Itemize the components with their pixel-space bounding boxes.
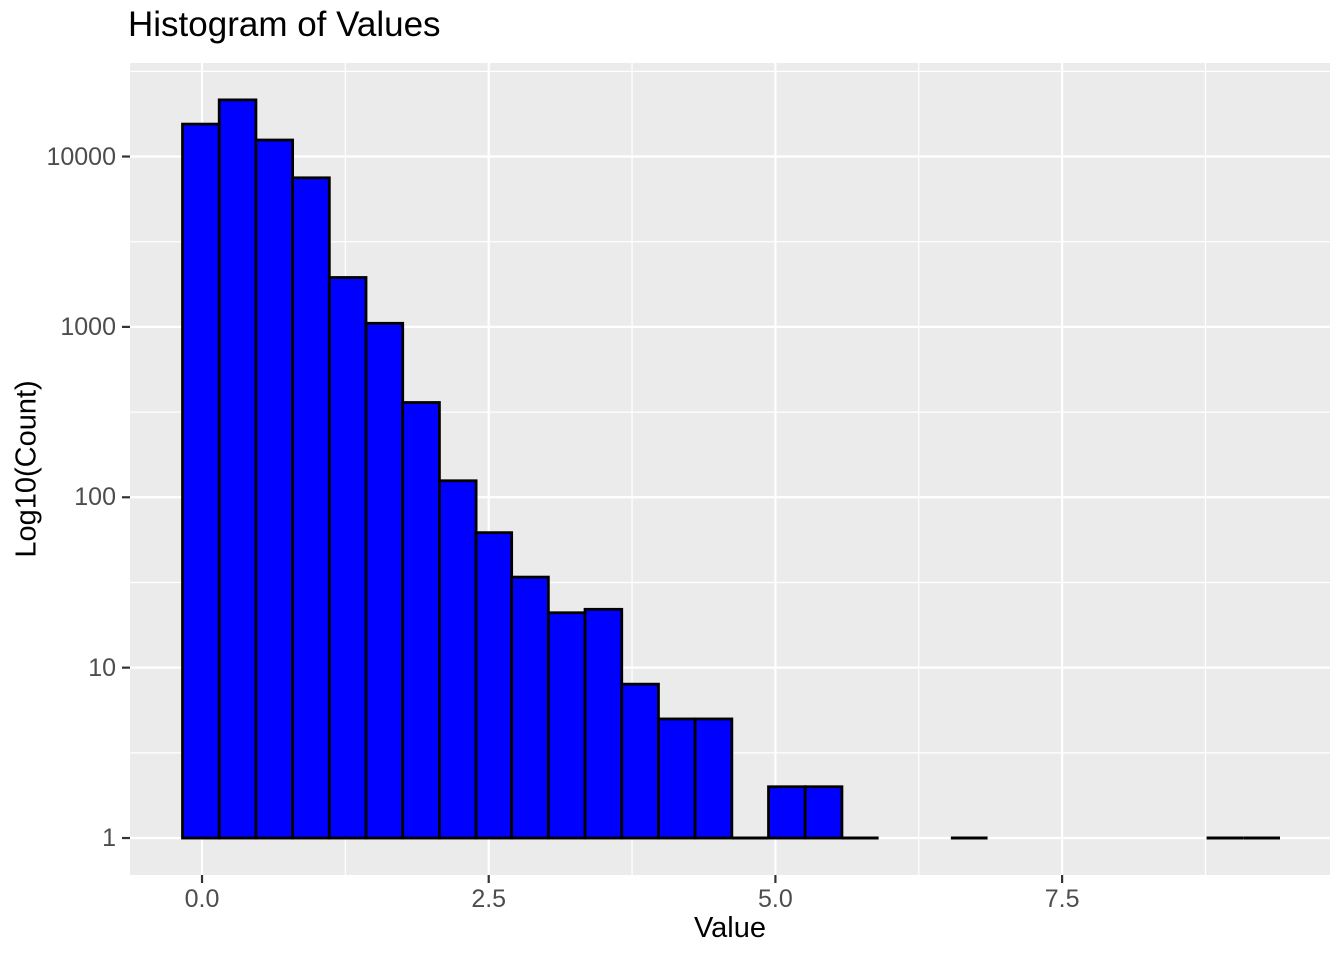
- histogram-bar: [364, 321, 405, 840]
- histogram-bar: [657, 717, 697, 840]
- histogram-bar: [767, 785, 807, 840]
- y-tick-label: 100: [74, 483, 116, 512]
- x-tick-label: 5.0: [758, 885, 793, 913]
- histogram-bar: [474, 531, 514, 840]
- histogram-bar: [217, 98, 258, 840]
- x-axis-title: Value: [693, 912, 767, 944]
- y-axis-title: Log10(Count): [10, 380, 43, 558]
- y-tick-label: 1000: [60, 312, 116, 341]
- histogram-bar: [181, 122, 221, 840]
- x-tick-label: 2.5: [471, 885, 507, 913]
- chart-title: Histogram of Values: [128, 5, 441, 44]
- histogram-bar: [583, 607, 624, 840]
- histogram-bar: [438, 479, 478, 840]
- histogram-bar: [546, 611, 587, 840]
- histogram-bar: [291, 176, 331, 840]
- histogram-bar: [803, 785, 844, 840]
- y-tick-label: 10000: [46, 142, 116, 171]
- histogram-bar: [510, 575, 550, 840]
- y-tick-label: 10: [88, 653, 116, 682]
- y-tick-label: 1: [102, 824, 116, 853]
- histogram-bar: [401, 401, 441, 840]
- x-tick-label: 0.0: [184, 885, 220, 913]
- histogram-bar: [620, 682, 660, 840]
- histogram-bar: [327, 276, 368, 840]
- histogram-bar: [693, 717, 734, 840]
- x-tick-label: 7.5: [1044, 885, 1080, 913]
- histogram-bar: [254, 138, 295, 840]
